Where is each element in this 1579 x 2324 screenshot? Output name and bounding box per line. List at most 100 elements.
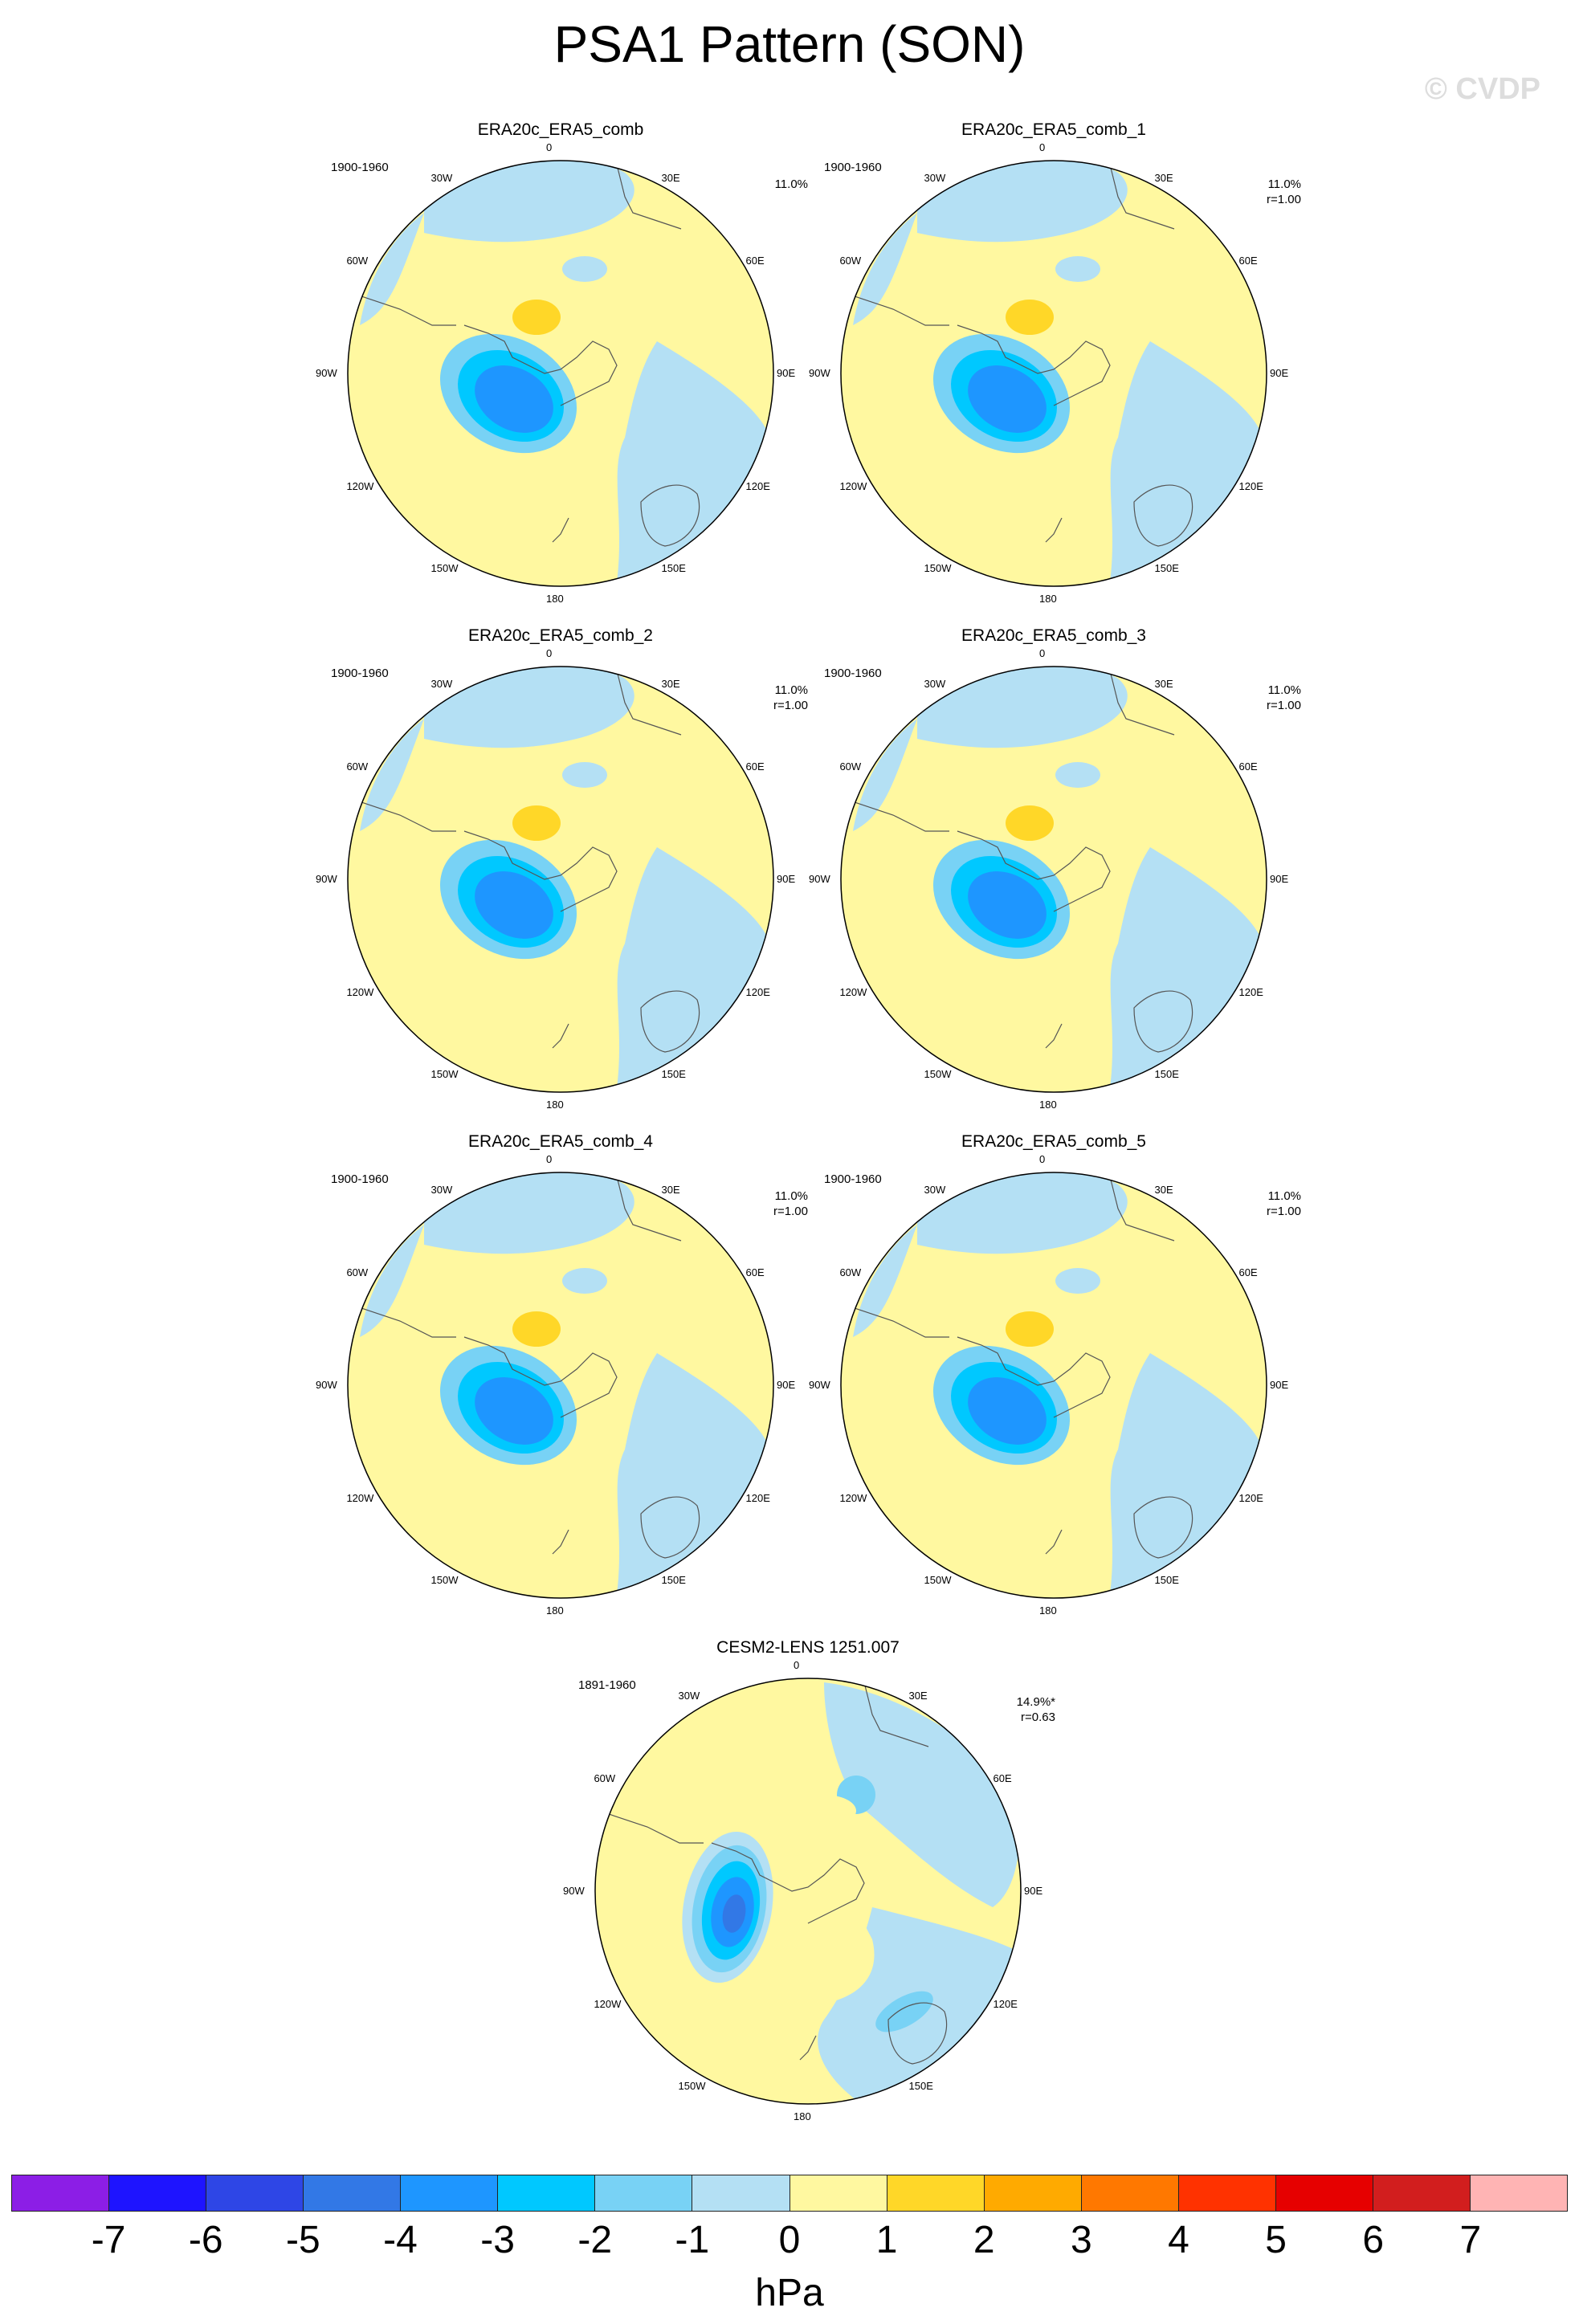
- map-panel: ERA20c_ERA5_comb_1 1900-1960 11.0% r=1.00 0 3…: [773, 120, 1335, 618]
- colorbar-tick-label: -3: [480, 2219, 515, 2261]
- stats-label: 11.0% r=1.00: [773, 1189, 808, 1219]
- longitude-label: 60E: [1238, 760, 1258, 773]
- percent-variance: 11.0%: [774, 683, 808, 697]
- longitude-label: 90E: [1024, 1885, 1043, 1897]
- longitude-label: 90W: [809, 1379, 830, 1391]
- longitude-label: 150W: [430, 1068, 459, 1081]
- longitude-label: 0: [1039, 1153, 1046, 1165]
- longitude-label: 150E: [908, 2080, 933, 2093]
- colorbar-swatch: [401, 2175, 499, 2212]
- map-field: [841, 667, 1267, 1092]
- colorbar-swatch: [1081, 2175, 1179, 2212]
- australia-coastline: [640, 484, 700, 547]
- longitude-label: 90E: [777, 873, 796, 885]
- percent-variance: 11.0%: [1267, 1189, 1301, 1203]
- australia-coastline: [1133, 484, 1193, 547]
- negative-anomaly-region: [853, 719, 917, 831]
- period-label: 1900-1960: [824, 667, 882, 680]
- negative-anomaly-region: [1110, 341, 1263, 582]
- negative-anomaly-region: [360, 213, 424, 325]
- negative-anomaly-region: [562, 1268, 607, 1294]
- south-america-coastline: [351, 1304, 456, 1338]
- longitude-label: 150W: [924, 562, 952, 575]
- map-boundary: [347, 160, 774, 587]
- longitude-label: 120W: [839, 479, 867, 492]
- negative-anomaly-region: [562, 762, 607, 788]
- negative-anomaly-region: [360, 719, 424, 831]
- colorbar-tick-label: 7: [1459, 2219, 1482, 2261]
- positive-anomaly-region: [841, 370, 1090, 544]
- africa-coastline: [1109, 670, 1175, 736]
- longitude-label: 30W: [430, 677, 453, 690]
- colorbar-unit: hPa: [755, 2272, 824, 2314]
- panel-title: ERA20c_ERA5_comb_2: [468, 626, 653, 645]
- australia-coastline: [1133, 990, 1193, 1053]
- pattern-correlation: r=1.00: [773, 699, 808, 712]
- negative-anomaly-region: [1055, 762, 1100, 788]
- colorbar-tick-label: -7: [91, 2219, 126, 2261]
- stats-label: 11.0% r=1.00: [1267, 1189, 1301, 1219]
- polar-map: [347, 666, 774, 1093]
- positive-anomaly-region: [348, 876, 597, 1050]
- longitude-label: 120W: [346, 1491, 374, 1504]
- period-label: 1900-1960: [824, 161, 882, 174]
- africa-coastline: [616, 1176, 682, 1242]
- longitude-label: 120W: [839, 1491, 867, 1504]
- colorbar-tick-label: 3: [1071, 2219, 1092, 2261]
- longitude-label: 60W: [346, 1266, 369, 1278]
- longitude-label: 30E: [661, 677, 680, 690]
- colorbar-tick-label: -1: [675, 2219, 710, 2261]
- antarctic-coastline: [463, 1336, 618, 1418]
- colorbar-swatch: [984, 2175, 1082, 2212]
- longitude-label: 90E: [777, 1379, 796, 1391]
- negative-anomaly-core: [875, 1991, 933, 2032]
- longitude-label: 60E: [745, 760, 765, 773]
- longitude-label: 90E: [1270, 367, 1289, 379]
- map-panel: ERA20c_ERA5_comb_4 1900-1960 11.0% r=1.00 0 3…: [279, 1132, 842, 1630]
- panel-title: ERA20c_ERA5_comb_4: [468, 1132, 653, 1151]
- longitude-label: 30W: [924, 171, 946, 184]
- longitude-label: 30E: [1154, 1183, 1173, 1196]
- colorbar-tick-label: -2: [577, 2219, 613, 2261]
- positive-anomaly-core: [512, 805, 561, 841]
- longitude-label: 150E: [1154, 1068, 1179, 1081]
- africa-coastline: [1109, 1176, 1175, 1242]
- new-zealand-coastline: [552, 517, 569, 543]
- colorbar-swatch: [498, 2175, 596, 2212]
- longitude-label: 180: [1039, 1099, 1057, 1111]
- panel-title: ERA20c_ERA5_comb_1: [961, 120, 1146, 139]
- longitude-label: 30E: [1154, 171, 1173, 184]
- percent-variance: 11.0%: [774, 177, 808, 191]
- colorbar-swatch: [304, 2175, 402, 2212]
- negative-low-center: [722, 1894, 746, 1933]
- longitude-label: 30E: [661, 171, 680, 184]
- negative-low-core: [968, 365, 1047, 433]
- longitude-label: 150E: [661, 1068, 686, 1081]
- antarctic-coastline: [463, 830, 618, 912]
- negative-anomaly-region: [824, 1682, 1020, 1907]
- polar-map: [347, 160, 774, 587]
- colorbar-swatch: [692, 2175, 790, 2212]
- negative-anomaly-region: [360, 1225, 424, 1337]
- colorbar: [11, 2175, 1568, 2212]
- negative-anomaly-region: [1110, 1353, 1263, 1594]
- stats-label: 11.0% r=1.00: [1267, 683, 1301, 713]
- longitude-label: 60E: [993, 1772, 1012, 1784]
- polar-map: [594, 1678, 1022, 2105]
- longitude-label: 0: [794, 1659, 800, 1671]
- south-america-coastline: [351, 798, 456, 832]
- longitude-label: 150W: [924, 1574, 952, 1587]
- colorbar-tick-label: 5: [1265, 2219, 1287, 2261]
- period-label: 1900-1960: [331, 667, 389, 680]
- negative-anomaly-region: [1055, 1268, 1100, 1294]
- longitude-label: 120E: [745, 1491, 770, 1504]
- map-field: [595, 1678, 1021, 2104]
- colorbar-swatch: [1373, 2175, 1471, 2212]
- longitude-label: 90W: [809, 873, 830, 885]
- longitude-label: 60W: [346, 254, 369, 267]
- pattern-correlation: r=1.00: [773, 1205, 808, 1218]
- positive-anomaly-core: [1006, 300, 1054, 335]
- percent-variance: 11.0%: [1267, 683, 1301, 697]
- longitude-label: 30E: [1154, 677, 1173, 690]
- australia-coastline: [887, 2002, 948, 2065]
